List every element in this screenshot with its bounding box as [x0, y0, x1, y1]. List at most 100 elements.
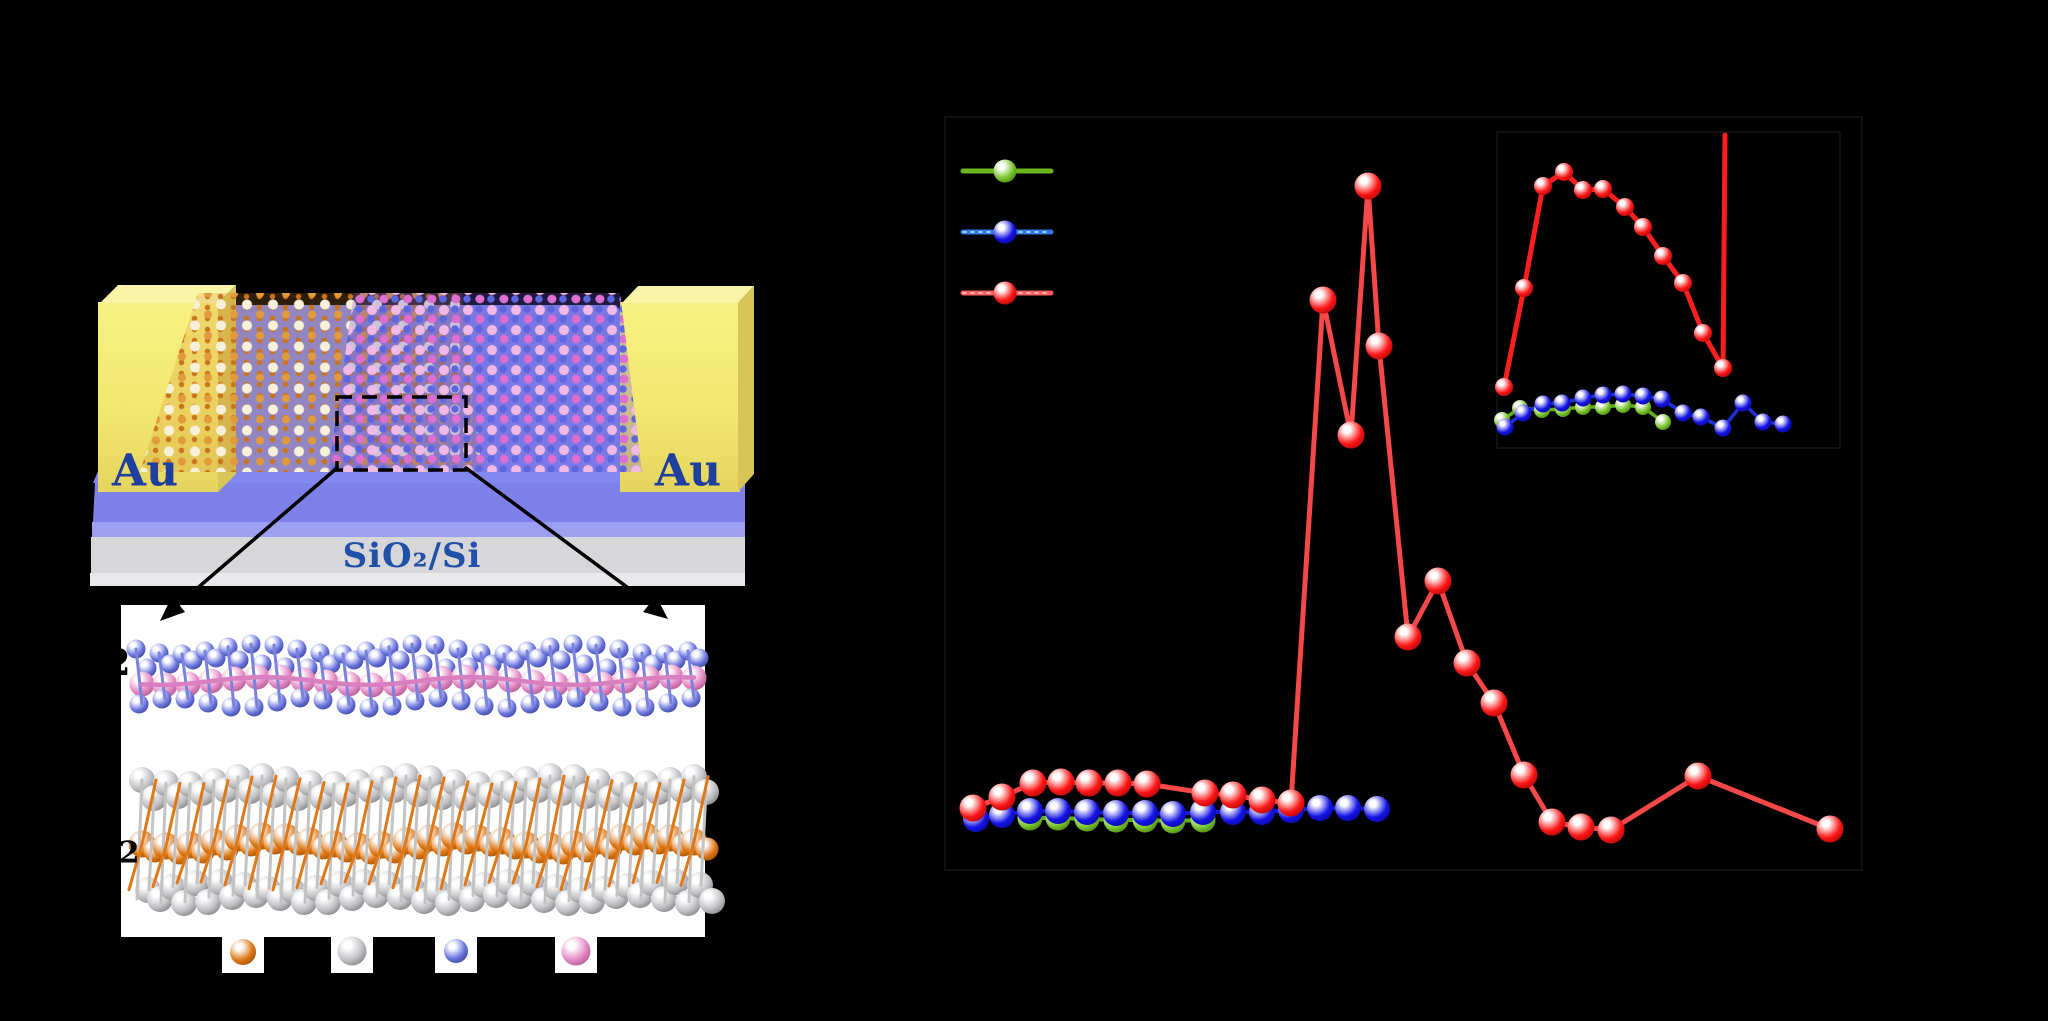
data-point-red: [1616, 198, 1634, 216]
oxide-base-lower-edge: [90, 573, 745, 586]
data-point-red: [1684, 762, 1712, 790]
atom-sphere-blue: [267, 692, 287, 712]
atom-sphere-blue: [574, 654, 594, 674]
substrate-front-highlight: [92, 522, 745, 537]
atom-orange: [230, 939, 256, 965]
atom-gray: [337, 936, 367, 966]
data-point-red: [1394, 623, 1422, 651]
oxide-base-front-face: [91, 537, 745, 573]
data-point-red: [1104, 769, 1132, 797]
data-point-red: [1594, 180, 1612, 198]
data-point-red: [988, 783, 1016, 811]
atom-sphere-blue: [681, 688, 701, 708]
data-point-blue: [1103, 800, 1129, 826]
material-label-top-fragment: 2: [105, 642, 131, 684]
atom-sphere-blue: [221, 697, 241, 717]
gold-electrode-left-label: Au: [111, 445, 179, 497]
data-point-red: [1480, 689, 1508, 717]
data-point-red: [1277, 789, 1305, 817]
material-label-bottom-fragment: 2: [118, 835, 140, 871]
data-point-blue: [1496, 418, 1514, 436]
atom-sphere-blue: [451, 691, 471, 711]
data-point-blue: [1045, 798, 1071, 824]
data-point-blue: [1734, 394, 1752, 412]
data-point-red: [1309, 286, 1337, 314]
data-point-red: [1555, 163, 1573, 181]
data-point-blue: [1674, 404, 1692, 422]
data-point-green: [1655, 414, 1671, 430]
atom-sphere-blue: [497, 698, 517, 718]
atom-sphere-blue: [175, 689, 195, 709]
data-point-red: [1574, 181, 1592, 199]
data-point-red: [1597, 816, 1625, 844]
data-point-green: [1595, 399, 1611, 415]
atom-sphere-blue: [428, 688, 448, 708]
atom-sphere-blue: [405, 691, 425, 711]
data-point-blue: [1074, 799, 1100, 825]
atom-sphere-blue: [382, 696, 402, 716]
atom-pink: [561, 936, 591, 966]
atom-sphere-blue: [390, 650, 410, 670]
atom-sphere-blue: [520, 694, 540, 714]
legend-red-marker: [993, 281, 1017, 305]
data-point-red: [1567, 813, 1595, 841]
atom-sphere-blue: [129, 694, 149, 714]
substrate-label: SiO₂/Si: [342, 536, 482, 576]
data-point-red: [1495, 378, 1513, 396]
data-point-blue: [1714, 419, 1732, 437]
gold-electrode-right-label: Au: [654, 445, 722, 497]
data-point-red: [1248, 786, 1276, 814]
atom-sphere-blue: [551, 650, 571, 670]
data-point-blue: [1335, 795, 1361, 821]
data-point-red: [1634, 218, 1652, 236]
data-point-red: [1019, 769, 1047, 797]
data-point-red: [1047, 768, 1075, 796]
atom-sphere-blue: [313, 690, 333, 710]
atom-sphere-blue: [359, 698, 379, 718]
atom-sphere-blue: [244, 697, 264, 717]
data-point-red: [1538, 808, 1566, 836]
data-point-blue: [1017, 798, 1043, 824]
data-point-blue: [1614, 385, 1632, 403]
atom-sphere-blue: [635, 697, 655, 717]
data-point-red: [1654, 247, 1672, 265]
data-point-red: [959, 794, 987, 822]
data-point-blue: [1754, 413, 1772, 431]
atom-sphere-blue: [336, 695, 356, 715]
data-point-blue: [1653, 390, 1671, 408]
data-point-red: [1337, 421, 1365, 449]
data-point-blue: [1160, 801, 1186, 827]
data-point-red: [1191, 779, 1219, 807]
data-point-red: [1515, 279, 1533, 297]
atom-sphere-blue: [229, 650, 249, 670]
data-point-red: [1219, 781, 1247, 809]
data-point-blue: [1692, 408, 1710, 426]
data-point-blue: [1364, 796, 1390, 822]
atom-sphere-blue: [658, 693, 678, 713]
atom-sphere-blue: [612, 697, 632, 717]
data-point-blue: [1534, 395, 1552, 413]
atom-sphere-gray: [699, 888, 725, 915]
data-point-red: [1674, 274, 1692, 292]
data-point-red: [1694, 324, 1712, 342]
atom-sphere-blue: [198, 693, 218, 713]
data-point-red: [1816, 815, 1844, 843]
data-point-blue: [1307, 795, 1333, 821]
data-point-red: [1365, 332, 1393, 360]
data-point-red: [1714, 359, 1732, 377]
data-point-blue: [1514, 404, 1532, 422]
atom-sphere-blue: [566, 688, 586, 708]
data-point-blue: [1594, 386, 1612, 404]
atom-sphere-blue: [474, 696, 494, 716]
atom-blue: [444, 939, 468, 963]
data-point-red: [1424, 567, 1452, 595]
data-point-blue: [1774, 415, 1792, 433]
data-point-red: [1453, 649, 1481, 677]
atom-sphere-blue: [152, 689, 172, 709]
data-point-red: [1510, 761, 1538, 789]
data-point-red: [1534, 177, 1552, 195]
